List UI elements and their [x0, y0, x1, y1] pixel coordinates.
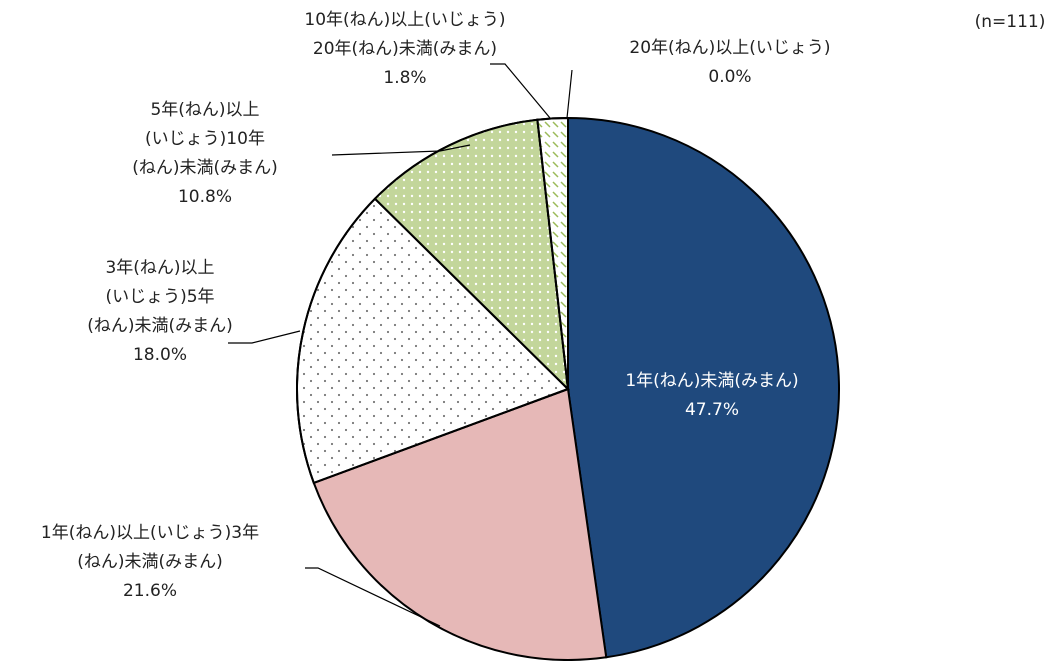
- value-label: 47.7%: [685, 400, 739, 420]
- pie-slice: [567, 116, 840, 659]
- slice-label: 1年(ねん)未満(みまん): [625, 371, 798, 391]
- value-label: 18.0%: [133, 345, 187, 365]
- leader-line: [490, 63, 551, 119]
- slice-label: (いじょう)5年: [105, 287, 214, 307]
- value-label: 1.8%: [383, 68, 426, 88]
- slice-label: (いじょう)10年: [145, 129, 265, 149]
- slice-label: 1年(ねん)以上(いじょう)3年: [41, 523, 259, 543]
- annotation: (n=111): [975, 12, 1046, 32]
- value-label: 10.8%: [178, 187, 232, 207]
- slice-label: 20年(ねん)未満(みまん): [313, 39, 497, 59]
- leader-line: [305, 567, 441, 627]
- slice-label: (ねん)未満(みまん): [132, 158, 278, 178]
- slice-pattern: [373, 118, 570, 392]
- slice-pattern: [296, 197, 570, 485]
- leader-line: [566, 69, 573, 119]
- slice-label: 20年(ねん)以上(いじょう): [629, 38, 830, 58]
- value-label: 0.0%: [708, 67, 751, 87]
- slice-label: 5年(ねん)以上: [150, 100, 259, 120]
- value-label: 21.6%: [123, 581, 177, 601]
- leader-line: [228, 330, 301, 344]
- slice-label: (ねん)未満(みまん): [87, 316, 233, 336]
- slice-label: 3年(ねん)以上: [105, 258, 214, 278]
- slice-label: (ねん)未満(みまん): [77, 552, 223, 572]
- leader-line: [331, 144, 471, 156]
- slice-label: 10年(ねん)以上(いじょう): [304, 10, 505, 30]
